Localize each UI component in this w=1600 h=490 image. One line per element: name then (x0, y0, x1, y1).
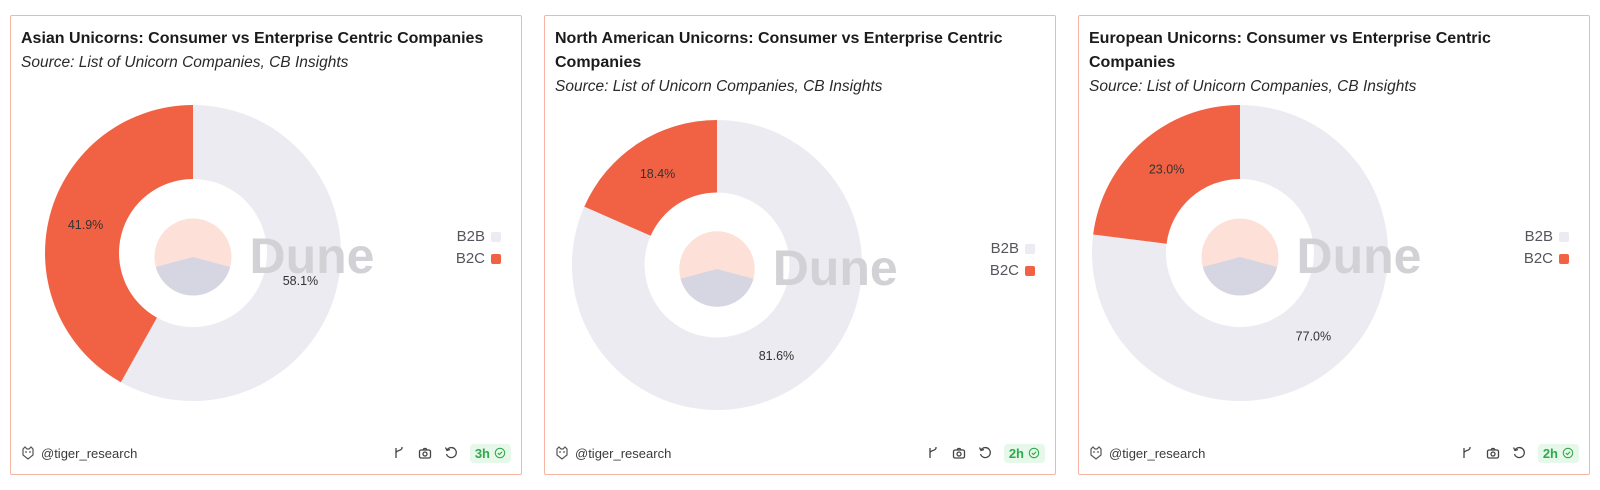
legend-item-b2c[interactable]: B2C (456, 248, 501, 270)
legend-swatch (1559, 254, 1569, 264)
chart-panel-north-america: North American Unicorns: Consumer vs Ent… (544, 15, 1056, 475)
pie-slice-b2c[interactable] (1093, 105, 1240, 244)
legend-swatch (1559, 232, 1569, 242)
refresh-age-badge: 3h (469, 443, 511, 463)
refresh-age-badge: 2h (1537, 443, 1579, 463)
chart-footer: @tiger_research 2h (555, 442, 1045, 464)
legend-label: B2B (1524, 228, 1553, 245)
legend-item-b2b[interactable]: B2B (456, 226, 501, 248)
dune-watermark-logo (154, 218, 232, 296)
chart-panel-europe: European Unicorns: Consumer vs Enterpris… (1078, 15, 1590, 475)
legend-label: B2C (1523, 250, 1553, 267)
tiger-logo-icon (556, 446, 568, 460)
chart-title-text: North American Unicorns: Consumer vs Ent… (555, 30, 1003, 71)
chart-legend[interactable]: B2B B2C (990, 238, 1035, 282)
age-text: 2h (1008, 445, 1024, 461)
donut-chart: Dune 81.6% 18.4% (572, 120, 898, 410)
refresh-age-badge: 2h (1003, 443, 1045, 463)
check-circle-icon (1028, 447, 1040, 459)
author-link[interactable]: @tiger_research (41, 445, 138, 461)
dune-watermark-text: Dune (249, 228, 374, 284)
chart-panel-asia: Asian Unicorns: Consumer vs Enterprise C… (10, 15, 522, 475)
data-label-b2b: 81.6% (759, 349, 794, 363)
dune-watermark-logo (1201, 218, 1279, 296)
chart-title-text: Asian Unicorns: Consumer vs Enterprise C… (21, 30, 484, 47)
data-label-b2c: 18.4% (640, 167, 675, 181)
age-text: 3h (474, 445, 490, 461)
legend-label: B2C (989, 262, 1019, 279)
legend-item-b2b[interactable]: B2B (1524, 226, 1569, 248)
pie-slice-b2c[interactable] (584, 120, 717, 236)
refresh-icon[interactable] (1512, 446, 1526, 460)
legend-label: B2C (455, 250, 485, 267)
legend-swatch (491, 254, 501, 264)
data-label-b2c: 23.0% (1149, 163, 1184, 177)
pie-slice-b2c[interactable] (45, 105, 193, 383)
legend-item-b2c[interactable]: B2C (1524, 248, 1569, 270)
legend-label: B2B (990, 240, 1019, 257)
pie-slice-b2b[interactable] (120, 105, 341, 401)
donut-chart: Dune 77.0% 23.0% (1092, 105, 1421, 402)
camera-icon[interactable] (1486, 446, 1500, 460)
check-circle-icon (494, 447, 506, 459)
tiger-logo-icon (22, 446, 34, 460)
chart-source: Source: List of Unicorn Companies, CB In… (1089, 78, 1417, 95)
age-text: 2h (1542, 445, 1558, 461)
legend-swatch (1025, 244, 1035, 254)
chart-title: Asian Unicorns: Consumer vs Enterprise C… (21, 27, 507, 75)
legend-item-b2b[interactable]: B2B (990, 238, 1035, 260)
chart-footer: @tiger_research 2h (1089, 442, 1579, 464)
tiger-logo-icon (1090, 446, 1102, 460)
refresh-icon[interactable] (978, 446, 992, 460)
dune-watermark-logo (679, 231, 755, 307)
fork-icon[interactable] (1460, 446, 1474, 460)
data-label-b2b: 77.0% (1296, 329, 1331, 343)
check-circle-icon (1562, 447, 1574, 459)
chart-title: European Unicorns: Consumer vs Enterpris… (1089, 27, 1575, 99)
legend-label: B2B (456, 228, 485, 245)
fork-icon[interactable] (926, 446, 940, 460)
dune-watermark-text: Dune (1296, 228, 1421, 284)
chart-footer: @tiger_research 3h (21, 442, 511, 464)
fork-icon[interactable] (392, 446, 406, 460)
chart-source: Source: List of Unicorn Companies, CB In… (555, 78, 883, 95)
legend-item-b2c[interactable]: B2C (990, 260, 1035, 282)
refresh-icon[interactable] (444, 446, 458, 460)
pie-slice-b2b[interactable] (1092, 105, 1388, 402)
camera-icon[interactable] (418, 446, 432, 460)
legend-swatch (1025, 266, 1035, 276)
chart-title: North American Unicorns: Consumer vs Ent… (555, 27, 1041, 99)
chart-legend[interactable]: B2B B2C (456, 226, 501, 270)
author-link[interactable]: @tiger_research (575, 445, 672, 461)
author-link[interactable]: @tiger_research (1109, 445, 1206, 461)
data-label-b2b: 58.1% (283, 274, 318, 288)
legend-swatch (491, 232, 501, 242)
chart-legend[interactable]: B2B B2C (1524, 226, 1569, 270)
chart-source: Source: List of Unicorn Companies, CB In… (21, 54, 349, 71)
camera-icon[interactable] (952, 446, 966, 460)
pie-slice-b2b[interactable] (572, 120, 862, 410)
dune-watermark-text: Dune (773, 240, 898, 296)
chart-title-text: European Unicorns: Consumer vs Enterpris… (1089, 30, 1491, 71)
data-label-b2c: 41.9% (68, 218, 103, 232)
